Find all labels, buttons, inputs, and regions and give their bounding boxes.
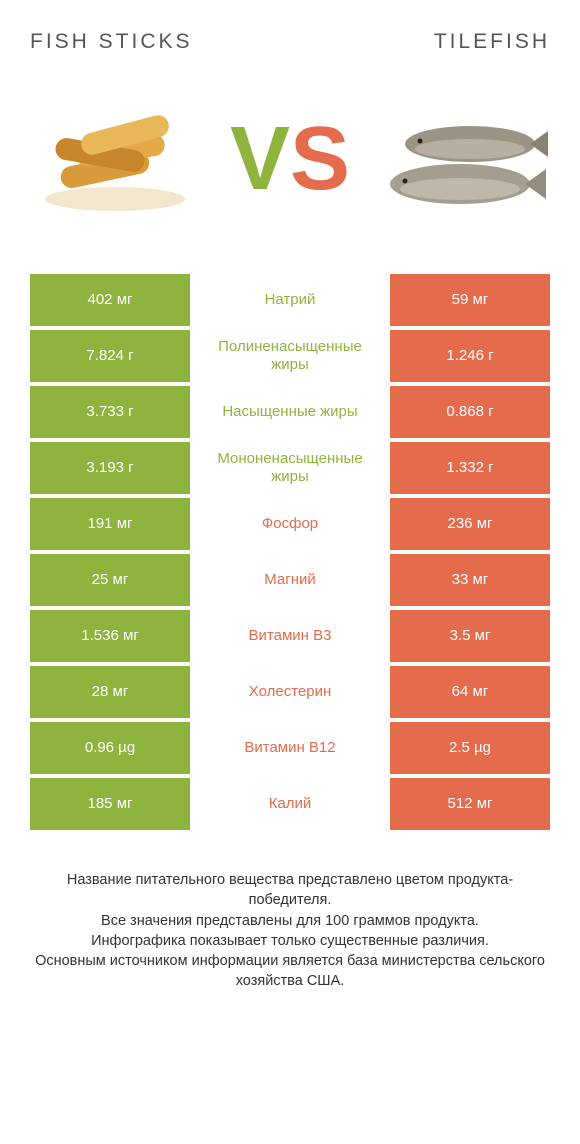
titles-row: Fish sticks Tilefish xyxy=(30,30,550,54)
cell-right-value: 2.5 µg xyxy=(390,722,550,774)
title-right: Tilefish xyxy=(434,30,550,54)
cell-nutrient-label: Холестерин xyxy=(194,666,386,718)
cell-right-value: 0.868 г xyxy=(390,386,550,438)
cell-nutrient-label: Полиненасыщенные жиры xyxy=(194,330,386,382)
cell-left-value: 0.96 µg xyxy=(30,722,190,774)
cell-nutrient-label: Магний xyxy=(194,554,386,606)
cell-nutrient-label: Фосфор xyxy=(194,498,386,550)
table-row: 3.733 гНасыщенные жиры0.868 г xyxy=(30,386,550,438)
cell-left-value: 3.733 г xyxy=(30,386,190,438)
cell-nutrient-label: Мононенасыщенные жиры xyxy=(194,442,386,494)
cell-left-value: 25 мг xyxy=(30,554,190,606)
footer-line: Название питательного вещества представл… xyxy=(30,870,550,911)
cell-left-value: 185 мг xyxy=(30,778,190,830)
fish-sticks-icon xyxy=(30,99,200,219)
table-row: 7.824 гПолиненасыщенные жиры1.246 г xyxy=(30,330,550,382)
footer-line: Основным источником информации является … xyxy=(30,951,550,992)
cell-right-value: 59 мг xyxy=(390,274,550,326)
table-row: 0.96 µgВитамин B122.5 µg xyxy=(30,722,550,774)
cell-right-value: 33 мг xyxy=(390,554,550,606)
food-right-image xyxy=(380,99,550,219)
vs-s: S xyxy=(290,114,350,204)
cell-right-value: 64 мг xyxy=(390,666,550,718)
tilefish-icon xyxy=(380,99,550,219)
vs-label: VS xyxy=(230,114,350,204)
hero-row: VS xyxy=(30,84,550,234)
cell-left-value: 3.193 г xyxy=(30,442,190,494)
footer-line: Все значения представлены для 100 граммо… xyxy=(30,911,550,931)
table-row: 28 мгХолестерин64 мг xyxy=(30,666,550,718)
footer-text: Название питательного вещества представл… xyxy=(30,870,550,992)
food-left-image xyxy=(30,99,200,219)
table-row: 1.536 мгВитамин B33.5 мг xyxy=(30,610,550,662)
cell-nutrient-label: Витамин B3 xyxy=(194,610,386,662)
vs-v: V xyxy=(230,114,290,204)
cell-right-value: 236 мг xyxy=(390,498,550,550)
cell-left-value: 7.824 г xyxy=(30,330,190,382)
cell-left-value: 28 мг xyxy=(30,666,190,718)
cell-nutrient-label: Насыщенные жиры xyxy=(194,386,386,438)
table-row: 402 мгНатрий59 мг xyxy=(30,274,550,326)
cell-right-value: 1.246 г xyxy=(390,330,550,382)
footer-line: Инфографика показывает только существенн… xyxy=(30,931,550,951)
cell-nutrient-label: Витамин B12 xyxy=(194,722,386,774)
table-row: 25 мгМагний33 мг xyxy=(30,554,550,606)
cell-left-value: 1.536 мг xyxy=(30,610,190,662)
table-row: 191 мгФосфор236 мг xyxy=(30,498,550,550)
cell-left-value: 402 мг xyxy=(30,274,190,326)
cell-left-value: 191 мг xyxy=(30,498,190,550)
table-row: 185 мгКалий512 мг xyxy=(30,778,550,830)
cell-right-value: 512 мг xyxy=(390,778,550,830)
cell-nutrient-label: Калий xyxy=(194,778,386,830)
table-row: 3.193 гМононенасыщенные жиры1.332 г xyxy=(30,442,550,494)
cell-right-value: 3.5 мг xyxy=(390,610,550,662)
nutrition-table: 402 мгНатрий59 мг7.824 гПолиненасыщенные… xyxy=(30,274,550,830)
title-left: Fish sticks xyxy=(30,30,193,54)
cell-right-value: 1.332 г xyxy=(390,442,550,494)
cell-nutrient-label: Натрий xyxy=(194,274,386,326)
